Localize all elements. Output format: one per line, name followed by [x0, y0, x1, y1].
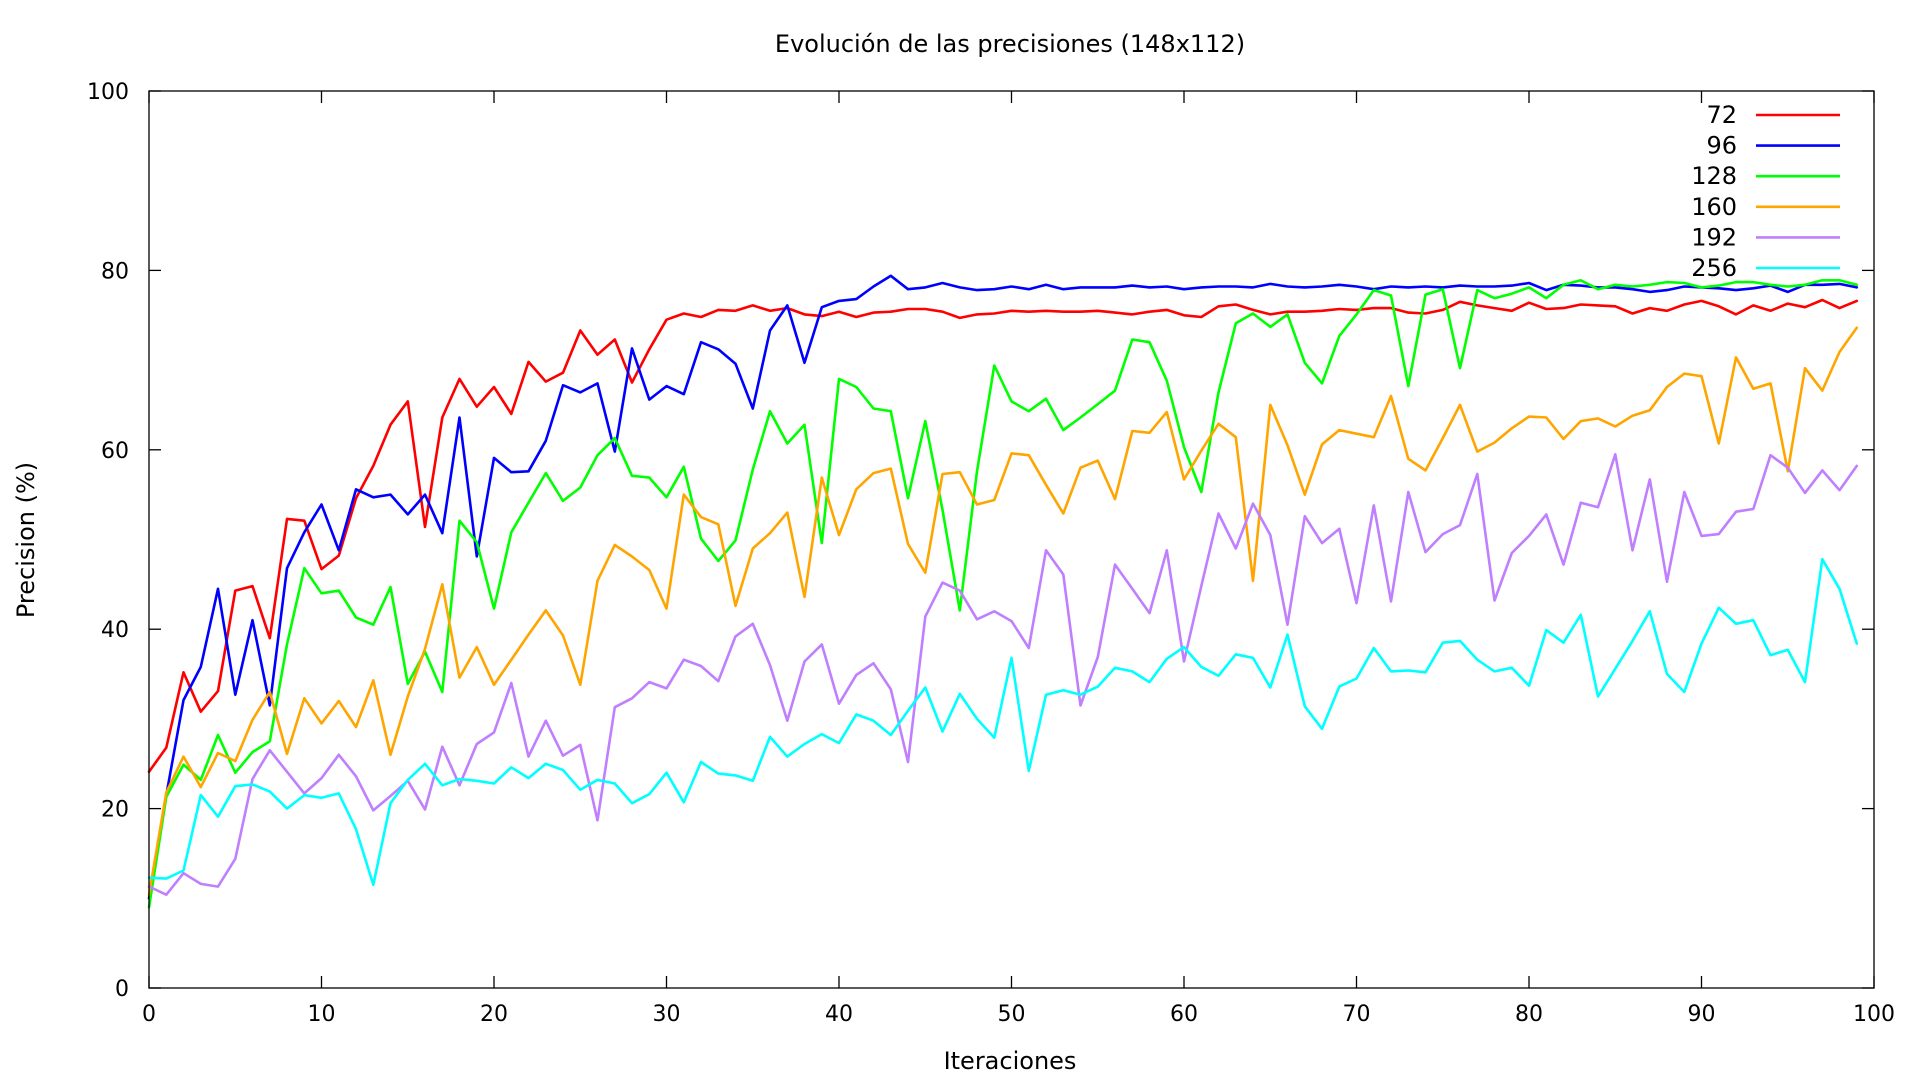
chart-title: Evolución de las precisiones (148x112)	[775, 30, 1245, 58]
y-tick-label: 100	[87, 80, 129, 105]
series-line-72	[147, 298, 1859, 774]
y-axis-label: Precision (%)	[12, 462, 40, 618]
plot-series	[147, 274, 1859, 909]
series-line-96	[147, 274, 1859, 900]
y-tick-label: 60	[101, 439, 129, 464]
series-line-128	[147, 278, 1859, 909]
x-tick-label: 10	[308, 1002, 336, 1027]
legend-label-72: 72	[1706, 101, 1737, 129]
x-tick-label: 20	[480, 1002, 508, 1027]
legend-label-96: 96	[1706, 132, 1737, 160]
legend-label-160: 160	[1691, 193, 1737, 221]
series-line-160	[147, 326, 1859, 897]
y-tick-label: 20	[101, 798, 129, 823]
plot-frame	[148, 90, 1875, 989]
x-axis-label: Iteraciones	[944, 1047, 1077, 1075]
x-tick-label: 0	[142, 1002, 156, 1027]
y-tick-label: 40	[101, 618, 129, 643]
legend-label-192: 192	[1691, 223, 1737, 251]
series-line-256	[147, 557, 1859, 887]
y-tick-label: 80	[101, 259, 129, 284]
legend-label-128: 128	[1691, 162, 1737, 190]
x-tick-label: 80	[1515, 1002, 1543, 1027]
x-tick-label: 30	[653, 1002, 681, 1027]
x-tick-label: 100	[1853, 1002, 1895, 1027]
series-line-192	[147, 452, 1859, 897]
x-tick-label: 70	[1343, 1002, 1371, 1027]
legend-label-256: 256	[1691, 254, 1737, 282]
x-tick-label: 60	[1170, 1002, 1198, 1027]
axis-ticks: 0 10 20 30 40 50 60 70 80 90 100 0 20 40 60 80 100	[87, 80, 1895, 1027]
x-tick-label: 40	[825, 1002, 853, 1027]
x-tick-label: 90	[1688, 1002, 1716, 1027]
x-tick-label: 50	[998, 1002, 1026, 1027]
y-tick-label: 0	[115, 977, 129, 1002]
